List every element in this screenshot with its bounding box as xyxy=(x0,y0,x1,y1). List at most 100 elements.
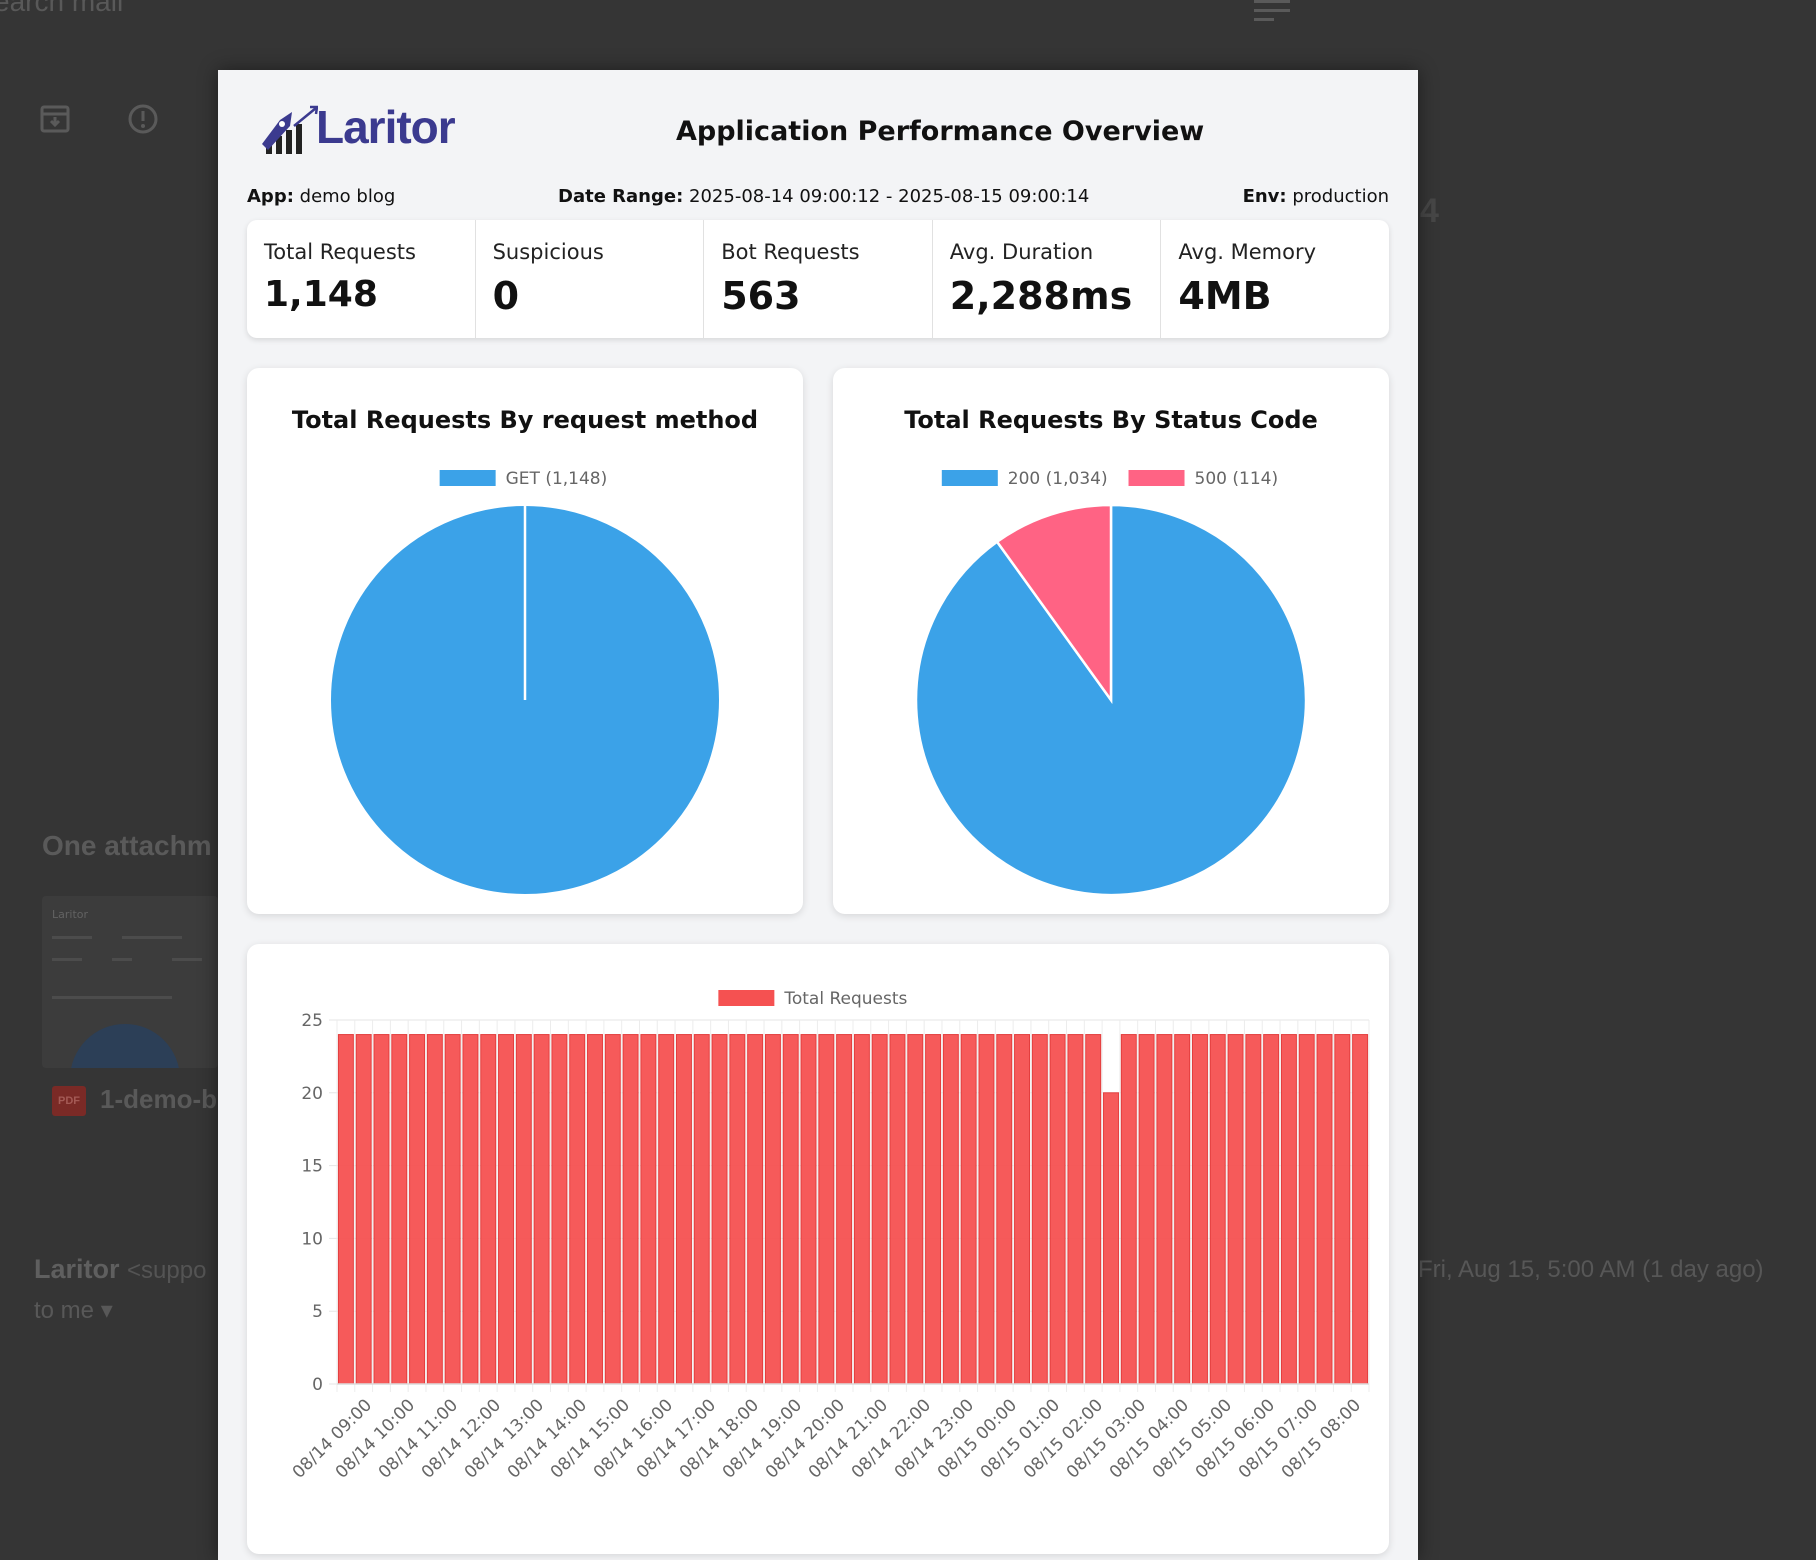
bar[interactable] xyxy=(1067,1034,1084,1385)
bar[interactable] xyxy=(782,1034,799,1385)
bar[interactable] xyxy=(729,1034,746,1385)
bar[interactable] xyxy=(337,1034,354,1385)
y-tick-label: 20 xyxy=(301,1084,323,1104)
bar[interactable] xyxy=(853,1034,870,1385)
bar[interactable] xyxy=(1352,1034,1369,1385)
sender-email: <suppo xyxy=(127,1257,207,1284)
bar[interactable] xyxy=(818,1034,835,1385)
chevron-down-icon[interactable]: ▾ xyxy=(100,1297,113,1324)
bar[interactable] xyxy=(764,1034,781,1385)
status-pie-legend-label[interactable]: 200 (1,034) xyxy=(1008,469,1108,489)
y-tick-label: 10 xyxy=(301,1229,323,1249)
stats-panel: Total Requests 1,148 Suspicious 0 Bot Re… xyxy=(247,220,1389,338)
bar[interactable] xyxy=(1049,1034,1066,1385)
status-pie-chart: 200 (1,034) 500 (114) xyxy=(914,469,1308,897)
bar[interactable] xyxy=(515,1034,532,1385)
attachment-filename[interactable]: 1-demo-b xyxy=(100,1084,217,1114)
meta-range-value: 2025-08-14 09:00:12 - 2025-08-15 09:00:1… xyxy=(689,186,1090,207)
bar[interactable] xyxy=(836,1034,853,1385)
method-pie-legend-swatch[interactable] xyxy=(439,470,496,486)
y-tick-label: 25 xyxy=(301,1011,323,1031)
stat-label: Avg. Duration xyxy=(949,240,1094,264)
attachment-thumbnail[interactable]: Laritor xyxy=(42,896,218,1068)
bar[interactable] xyxy=(1103,1092,1119,1385)
meta-env-label: Env: xyxy=(1242,186,1287,207)
bar[interactable] xyxy=(426,1034,443,1385)
bar-legend-label[interactable]: Total Requests xyxy=(783,989,907,1009)
bar[interactable] xyxy=(800,1034,817,1385)
bar[interactable] xyxy=(1316,1034,1333,1385)
stat-label: Total Requests xyxy=(264,240,416,264)
meta-env-value: production xyxy=(1292,186,1389,207)
bar[interactable] xyxy=(569,1034,586,1385)
bar[interactable] xyxy=(942,1034,959,1385)
stat-label: Avg. Memory xyxy=(1178,240,1317,264)
background-search-text[interactable]: earch mail xyxy=(0,0,124,17)
bar[interactable] xyxy=(1174,1034,1191,1385)
bar[interactable] xyxy=(373,1034,390,1385)
bar[interactable] xyxy=(1209,1034,1226,1385)
bar[interactable] xyxy=(675,1034,692,1385)
bar[interactable] xyxy=(391,1034,408,1385)
bar[interactable] xyxy=(462,1034,479,1385)
meta-app-label: App: xyxy=(247,186,294,207)
bar[interactable] xyxy=(693,1034,710,1385)
status-chart-title: Total Requests By Status Code xyxy=(904,406,1318,434)
bar[interactable] xyxy=(1138,1034,1155,1385)
bar[interactable] xyxy=(355,1034,372,1385)
bar[interactable] xyxy=(1156,1034,1173,1385)
sender-name: Laritor xyxy=(34,1254,120,1284)
bar[interactable] xyxy=(1334,1034,1351,1385)
bar[interactable] xyxy=(711,1034,728,1385)
bar[interactable] xyxy=(533,1034,550,1385)
bar[interactable] xyxy=(1263,1034,1280,1385)
bar[interactable] xyxy=(1191,1034,1208,1385)
bar[interactable] xyxy=(498,1034,515,1385)
recipient-dropdown[interactable]: to me ▾ xyxy=(34,1296,113,1325)
bar[interactable] xyxy=(1280,1034,1297,1385)
stat-label: Suspicious xyxy=(492,240,604,264)
status-pie-legend-swatch[interactable] xyxy=(941,470,998,486)
bar[interactable] xyxy=(1085,1034,1102,1385)
bar[interactable] xyxy=(1227,1034,1244,1385)
bar[interactable] xyxy=(889,1034,906,1385)
meta-app: App: demo blog xyxy=(247,186,395,207)
bar-legend-swatch[interactable] xyxy=(718,990,775,1006)
thumbnail-logo: Laritor xyxy=(52,908,89,921)
bar[interactable] xyxy=(1120,1034,1137,1385)
bar[interactable] xyxy=(640,1034,657,1385)
stat-value: 1,148 xyxy=(264,274,378,315)
bar[interactable] xyxy=(907,1034,924,1385)
bar[interactable] xyxy=(409,1034,426,1385)
method-pie-card: Total Requests By request method GET (1,… xyxy=(247,368,803,914)
bar[interactable] xyxy=(1245,1034,1262,1385)
filter-options-icon[interactable] xyxy=(1252,0,1292,26)
bar[interactable] xyxy=(871,1034,888,1385)
method-pie-legend-label[interactable]: GET (1,148) xyxy=(506,469,608,489)
bar[interactable] xyxy=(1014,1034,1031,1385)
status-pie-slice[interactable] xyxy=(995,503,1113,704)
bar[interactable] xyxy=(480,1034,497,1385)
bar[interactable] xyxy=(1031,1034,1048,1385)
bar[interactable] xyxy=(587,1034,603,1385)
bar[interactable] xyxy=(622,1034,639,1385)
archive-icon[interactable] xyxy=(38,102,72,136)
bar[interactable] xyxy=(1298,1034,1315,1385)
status-pie-legend-swatch[interactable] xyxy=(1128,470,1185,486)
bar[interactable] xyxy=(658,1034,675,1385)
bar[interactable] xyxy=(925,1034,942,1385)
y-tick-label: 15 xyxy=(301,1157,323,1177)
bar[interactable] xyxy=(604,1034,621,1385)
report-spam-icon[interactable] xyxy=(126,102,160,136)
bar[interactable] xyxy=(747,1034,764,1385)
stat-label: Bot Requests xyxy=(721,240,860,264)
bar[interactable] xyxy=(978,1034,995,1385)
bar[interactable] xyxy=(551,1034,568,1385)
bar[interactable] xyxy=(960,1034,977,1385)
bar[interactable] xyxy=(996,1034,1013,1385)
bar[interactable] xyxy=(444,1034,461,1385)
meta-env: Env: production xyxy=(1243,186,1389,207)
stat-value: 4MB xyxy=(1178,274,1272,318)
status-pie-legend-label[interactable]: 500 (114) xyxy=(1195,469,1279,489)
